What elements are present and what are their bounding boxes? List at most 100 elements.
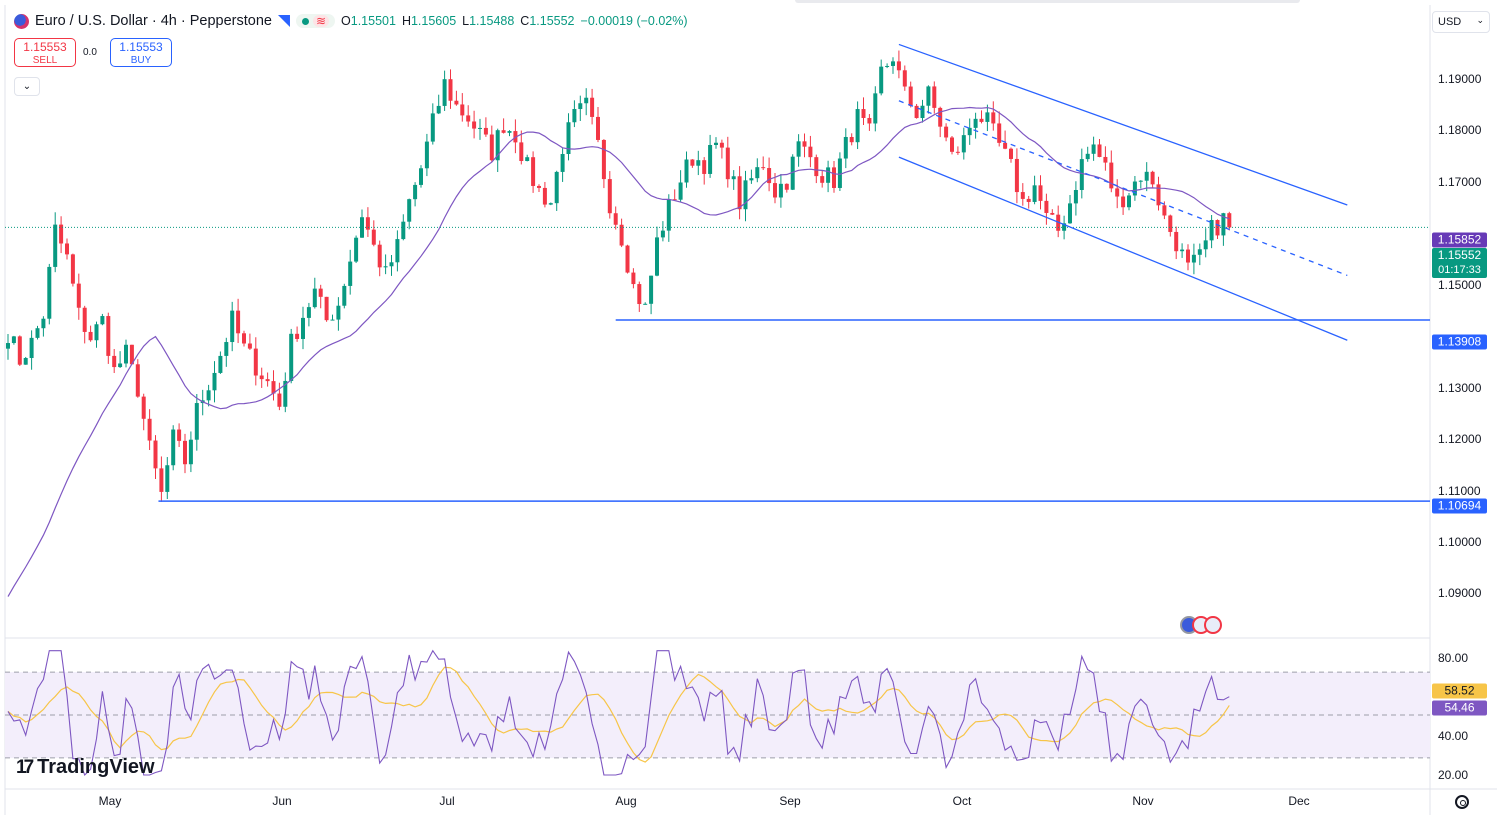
candle-body xyxy=(1203,240,1208,250)
candle-body xyxy=(973,118,978,128)
candle-body xyxy=(702,160,707,174)
candle-body xyxy=(1115,188,1120,197)
price-tick: 1.12000 xyxy=(1438,432,1482,446)
candle-body xyxy=(1026,198,1031,202)
candle-body xyxy=(194,403,199,440)
candle-body xyxy=(389,262,394,267)
candle-body xyxy=(554,171,559,204)
economic-events-icon[interactable] xyxy=(1180,616,1222,634)
candle-body xyxy=(1079,159,1084,190)
candle-body xyxy=(773,183,777,198)
tradingview-logo[interactable]: 17 TradingView xyxy=(16,756,155,779)
candle-body xyxy=(1168,215,1173,232)
current-price-tag: 1.15552 01:17:33 xyxy=(1432,248,1487,278)
candle-body xyxy=(755,167,760,179)
candle-body xyxy=(188,439,193,465)
candle-body xyxy=(1109,162,1114,189)
buy-button[interactable]: 1.15553 BUY xyxy=(110,38,172,67)
currency-value: USD xyxy=(1438,16,1462,28)
candle-body xyxy=(672,199,677,201)
sell-label: SELL xyxy=(32,55,58,66)
candle-body xyxy=(920,105,925,119)
candle-body xyxy=(289,333,294,381)
candle-body xyxy=(1150,171,1155,185)
candle-body xyxy=(76,283,81,308)
settings-gear-icon[interactable] xyxy=(1455,795,1469,809)
candle-body xyxy=(177,429,182,441)
candle-body xyxy=(259,375,264,380)
candle-body xyxy=(578,103,583,110)
candle-body xyxy=(460,104,465,116)
candle-body xyxy=(731,176,736,180)
candle-body xyxy=(802,141,807,147)
candle-body xyxy=(566,122,571,155)
candle-body xyxy=(1138,180,1143,182)
candle-body xyxy=(1097,144,1102,157)
candle-body xyxy=(53,224,58,267)
candle-body xyxy=(1044,200,1049,213)
candle-body xyxy=(601,139,606,180)
price-tick: 1.19000 xyxy=(1438,72,1482,86)
candle-body xyxy=(678,182,683,200)
candle-body xyxy=(531,157,536,186)
candle-body xyxy=(483,127,488,135)
rsi-tick: 80.00 xyxy=(1438,651,1469,665)
candle-body xyxy=(714,142,718,145)
candle-body xyxy=(944,126,949,138)
candle-body xyxy=(1009,148,1013,159)
candle-body xyxy=(283,380,288,407)
candle-body xyxy=(430,113,435,142)
eurusd-flag-icon xyxy=(14,13,29,29)
candle-body xyxy=(1221,213,1226,236)
low-value: 1.15488 xyxy=(469,14,515,28)
candle-body xyxy=(1032,185,1037,202)
candle-body xyxy=(607,179,612,214)
candle-body xyxy=(778,183,783,198)
spread-value: 0.0 xyxy=(83,47,97,58)
status-pill[interactable]: ≋ xyxy=(295,14,336,28)
candle-body xyxy=(383,266,388,268)
logo-text: TradingView xyxy=(37,756,155,778)
candle-body xyxy=(796,141,801,157)
symbol-title[interactable]: Euro / U.S. Dollar · 4h · Pepperstone xyxy=(35,13,272,29)
candle-body xyxy=(106,316,111,356)
rsi-tag: 58.52 xyxy=(1432,683,1487,699)
candle-body xyxy=(265,379,270,382)
collapse-button[interactable]: ⌄ xyxy=(14,77,40,96)
candle-body xyxy=(666,199,671,231)
candle-body xyxy=(790,156,795,190)
high-label: H xyxy=(401,14,411,28)
buy-price: 1.15553 xyxy=(119,40,163,54)
candle-body xyxy=(306,307,311,318)
candle-body xyxy=(902,70,907,87)
candle-body xyxy=(336,305,341,320)
time-tick: Aug xyxy=(615,794,637,808)
candle-body xyxy=(448,79,453,101)
candle-body xyxy=(489,134,494,161)
candle-body xyxy=(560,154,565,172)
candle-body xyxy=(100,316,105,325)
rsi-line xyxy=(7,649,1230,776)
sell-price: 1.15553 xyxy=(23,40,67,54)
candle-body xyxy=(997,123,1002,143)
candle-body xyxy=(926,86,931,106)
candle-body xyxy=(82,307,87,332)
candle-body xyxy=(950,137,954,152)
sell-button[interactable]: 1.15553 SELL xyxy=(14,38,76,67)
candle-body xyxy=(625,245,630,273)
candle-body xyxy=(466,115,471,122)
candle-body xyxy=(1186,249,1190,263)
candle-body xyxy=(590,97,595,117)
candle-body xyxy=(867,117,872,124)
candle-body xyxy=(1103,156,1108,163)
candle-body xyxy=(914,105,919,119)
candle-body xyxy=(147,418,152,441)
candle-body xyxy=(29,337,34,359)
currency-select[interactable]: USD ⌄ xyxy=(1432,11,1490,33)
channel-upper-line xyxy=(898,43,1348,206)
candle-body xyxy=(908,86,913,106)
candle-body xyxy=(1050,212,1055,215)
price-tick: 1.17000 xyxy=(1438,175,1482,189)
candle-body xyxy=(88,331,93,341)
